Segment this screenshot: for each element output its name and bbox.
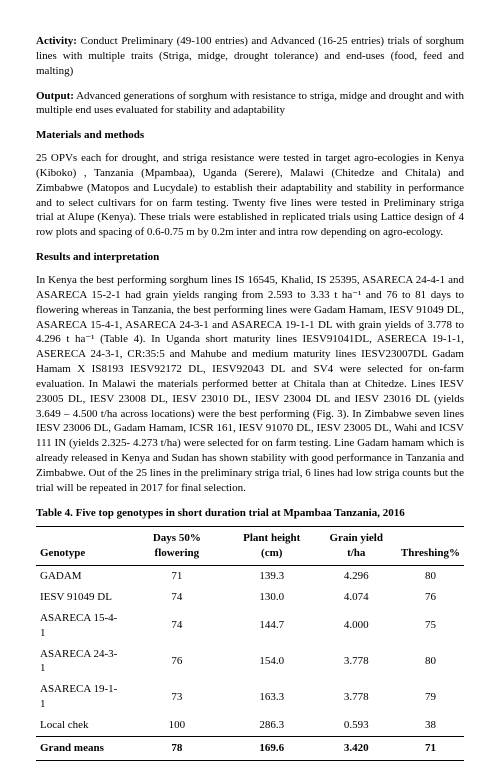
cell-days: 74 <box>126 608 228 644</box>
table-caption: Table 4. Five top genotypes in short dur… <box>36 506 464 521</box>
cell-yield: 4.296 <box>316 566 397 587</box>
cell-height: 139.3 <box>228 566 316 587</box>
output-paragraph: Output: Advanced generations of sorghum … <box>36 89 464 119</box>
cell-yield: 3.778 <box>316 679 397 715</box>
cell-height: 286.3 <box>228 715 316 736</box>
activity-label: Activity: <box>36 35 77 47</box>
table-row: IESV 91049 DL 74 130.0 4.074 76 <box>36 587 464 608</box>
table-footer-row: Grand means 78 169.6 3.420 71 <box>36 736 464 760</box>
cell-yield: 0.593 <box>316 715 397 736</box>
cell-yield: 4.074 <box>316 587 397 608</box>
cell-days: 100 <box>126 715 228 736</box>
col-days: Days 50% flowering <box>126 527 228 566</box>
cell-thresh: 76 <box>397 587 464 608</box>
output-text: Advanced generations of sorghum with res… <box>36 90 464 117</box>
results-heading: Results and interpretation <box>36 250 464 265</box>
col-height: Plant height (cm) <box>228 527 316 566</box>
cell-genotype: Grand means <box>36 736 126 760</box>
cell-thresh: 38 <box>397 715 464 736</box>
cell-genotype: IESV 91049 DL <box>36 587 126 608</box>
materials-text: 25 OPVs each for drought, and striga res… <box>36 151 464 240</box>
cell-genotype: ASARECA 15-4-1 <box>36 608 126 644</box>
col-thresh: Threshing% <box>397 527 464 566</box>
table-header-row: Genotype Days 50% flowering Plant height… <box>36 527 464 566</box>
cell-height: 144.7 <box>228 608 316 644</box>
cell-thresh: 80 <box>397 566 464 587</box>
cell-days: 71 <box>126 566 228 587</box>
materials-heading: Materials and methods <box>36 128 464 143</box>
cell-days: 76 <box>126 644 228 680</box>
col-yield: Grain yield t/ha <box>316 527 397 566</box>
table-row: ASARECA 24-3-1 76 154.0 3.778 80 <box>36 644 464 680</box>
activity-paragraph: Activity: Conduct Preliminary (49-100 en… <box>36 34 464 79</box>
cell-height: 169.6 <box>228 736 316 760</box>
cell-genotype: Local chek <box>36 715 126 736</box>
cell-height: 163.3 <box>228 679 316 715</box>
cell-genotype: GADAM <box>36 566 126 587</box>
cell-genotype: ASARECA 24-3-1 <box>36 644 126 680</box>
cell-thresh: 79 <box>397 679 464 715</box>
results-text: In Kenya the best performing sorghum lin… <box>36 273 464 496</box>
cell-thresh: 80 <box>397 644 464 680</box>
cell-genotype: ASARECA 19-1-1 <box>36 679 126 715</box>
cell-days: 73 <box>126 679 228 715</box>
cell-yield: 4.000 <box>316 608 397 644</box>
cell-thresh: 75 <box>397 608 464 644</box>
cell-height: 154.0 <box>228 644 316 680</box>
output-label: Output: <box>36 90 74 102</box>
table-row: ASARECA 19-1-1 73 163.3 3.778 79 <box>36 679 464 715</box>
cell-days: 74 <box>126 587 228 608</box>
cell-height: 130.0 <box>228 587 316 608</box>
table-row: ASARECA 15-4-1 74 144.7 4.000 75 <box>36 608 464 644</box>
cell-yield: 3.420 <box>316 736 397 760</box>
cell-thresh: 71 <box>397 736 464 760</box>
table-row: Local chek 100 286.3 0.593 38 <box>36 715 464 736</box>
genotype-table: Genotype Days 50% flowering Plant height… <box>36 526 464 760</box>
col-genotype: Genotype <box>36 527 126 566</box>
activity-text: Conduct Preliminary (49-100 entries) and… <box>36 35 464 77</box>
table-row: GADAM 71 139.3 4.296 80 <box>36 566 464 587</box>
cell-yield: 3.778 <box>316 644 397 680</box>
cell-days: 78 <box>126 736 228 760</box>
